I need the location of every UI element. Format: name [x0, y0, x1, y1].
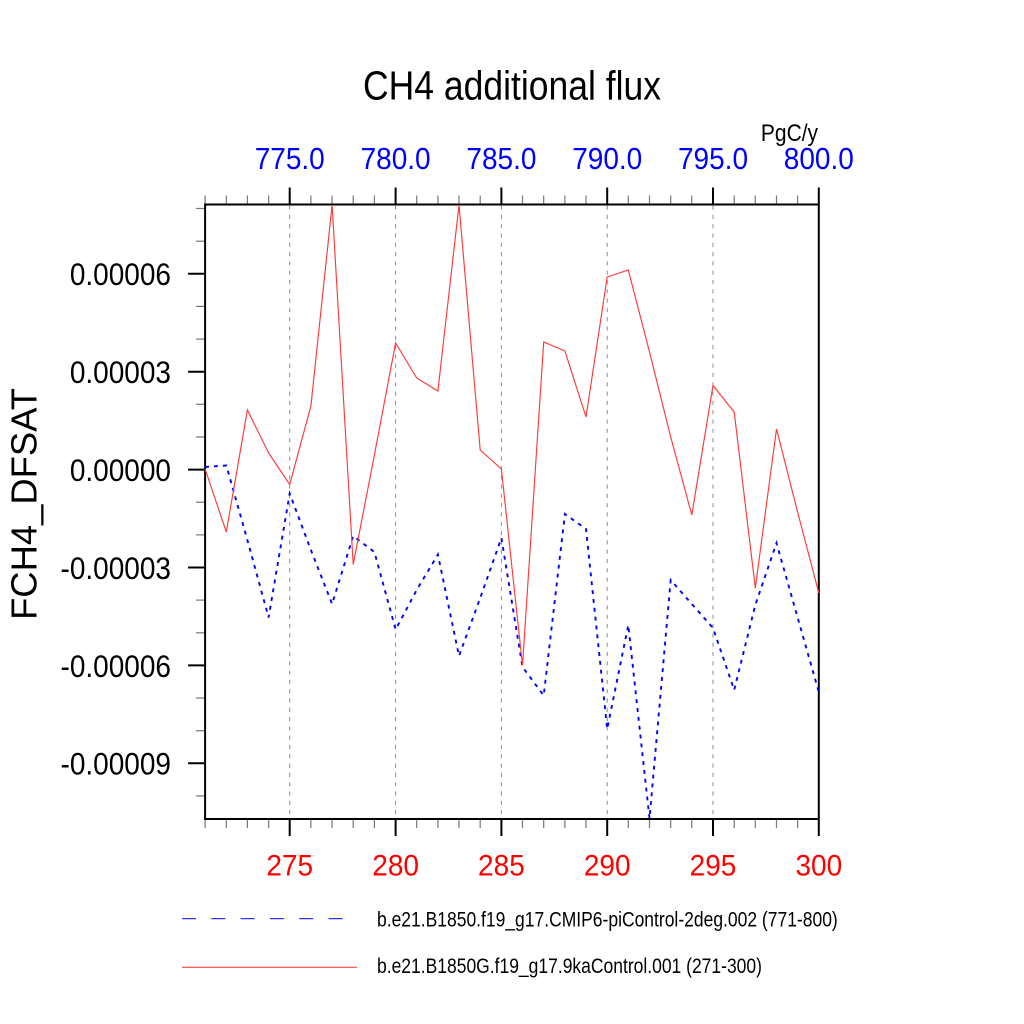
- svg-text:b.e21.B1850.f19_g17.CMIP6-piCo: b.e21.B1850.f19_g17.CMIP6-piControl-2deg…: [377, 909, 838, 932]
- svg-text:290: 290: [584, 850, 631, 883]
- svg-text:285: 285: [478, 850, 525, 883]
- svg-text:780.0: 780.0: [361, 143, 431, 176]
- svg-text:0.00006: 0.00006: [70, 258, 171, 293]
- svg-text:795.0: 795.0: [678, 143, 748, 176]
- svg-text:0.00000: 0.00000: [70, 453, 171, 488]
- svg-text:800.0: 800.0: [784, 143, 854, 176]
- svg-text:0.00003: 0.00003: [70, 356, 171, 391]
- svg-text:b.e21.B1850G.f19_g17.9kaContro: b.e21.B1850G.f19_g17.9kaControl.001 (271…: [377, 956, 762, 979]
- svg-text:FCH4_DFSAT: FCH4_DFSAT: [4, 388, 45, 620]
- svg-text:-0.00006: -0.00006: [61, 649, 171, 684]
- svg-text:-0.00003: -0.00003: [61, 551, 171, 586]
- svg-text:280: 280: [372, 850, 419, 883]
- svg-text:295: 295: [690, 850, 737, 883]
- svg-text:PgC/y: PgC/y: [761, 120, 819, 147]
- svg-text:275: 275: [266, 850, 313, 883]
- svg-text:300: 300: [795, 850, 842, 883]
- svg-text:785.0: 785.0: [466, 143, 536, 176]
- svg-text:CH4 additional flux: CH4 additional flux: [363, 63, 661, 109]
- svg-text:-0.00009: -0.00009: [61, 747, 171, 782]
- svg-text:775.0: 775.0: [255, 143, 325, 176]
- svg-text:790.0: 790.0: [572, 143, 642, 176]
